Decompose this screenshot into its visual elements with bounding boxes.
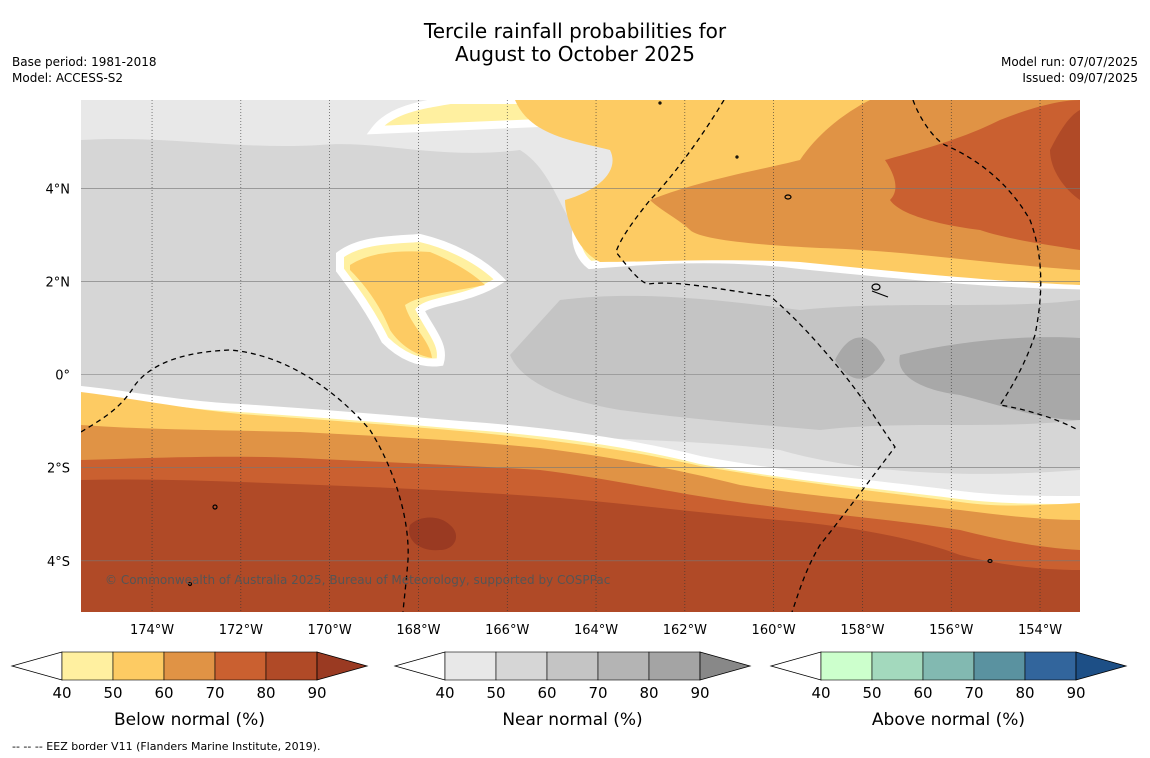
legend-swatch [214,651,267,681]
model-info: Base period: 1981-2018 Model: ACCESS-S2 [12,54,157,86]
legend-swatch [495,651,548,681]
below-normal-south-80 [81,479,1080,612]
legend-swatch [597,651,650,681]
legend-tick-label: 60 [913,684,932,702]
legend-tick-label: 80 [639,684,658,702]
legend-tick-label: 80 [256,684,275,702]
longitude-tick-label: 164°W [574,623,618,638]
longitude-tick-label: 160°W [752,623,796,638]
eez-footnote: -- -- -- EEZ border V11 (Flanders Marine… [12,740,321,753]
island [212,504,218,510]
title-line-1: Tercile rainfall probabilities for [423,19,727,43]
latitude-tick-label: 4°N [46,182,71,197]
island [658,101,662,105]
legend-swatch [648,651,701,681]
legend-low-arrow [10,651,63,681]
copyright-notice: © Commonwealth of Australia 2025, Bureau… [105,573,610,587]
latitude-tick-label: 0° [55,369,70,384]
base-period: Base period: 1981-2018 [12,55,157,69]
legend-high-arrow [316,651,369,681]
legend-swatch [973,651,1026,681]
islands [187,101,993,587]
legend-swatch [112,651,165,681]
longitude-tick-label: 168°W [396,623,440,638]
legend-tick-label: 60 [537,684,556,702]
legend-tick-label: 70 [205,684,224,702]
longitude-tick-label: 158°W [840,623,884,638]
legend-tick-label: 90 [1066,684,1085,702]
legend-swatch [444,651,497,681]
below-normal-north-70 [885,100,1080,250]
longitude-tick-label: 170°W [308,623,352,638]
longitude-tick-label: 154°W [1018,623,1062,638]
longitude-tick-label: 172°W [219,623,263,638]
legend-tick-label: 90 [307,684,326,702]
legend-high-arrow [699,651,752,681]
legend-title: Near normal (%) [502,710,642,730]
longitude-tick-label: 156°W [929,623,973,638]
legend-swatch [163,651,216,681]
below-normal-south-90 [409,517,457,551]
legend-tick-label: 50 [103,684,122,702]
legend-tick-label: 50 [862,684,881,702]
legend-title: Above normal (%) [872,710,1025,730]
legend-tick-label: 70 [964,684,983,702]
legend-low-arrow [769,651,822,681]
legend-swatch [922,651,975,681]
run-info: Model run: 07/07/2025 Issued: 09/07/2025 [1001,54,1138,86]
title-line-2: August to October 2025 [454,42,696,66]
eez-borders [81,100,1079,612]
longitude-tick-label: 174°W [130,623,174,638]
island [871,283,881,291]
map-title: Tercile rainfall probabilities for Augus… [0,20,1150,66]
issued-date: Issued: 09/07/2025 [1022,71,1138,85]
legend-high-arrow [1075,651,1128,681]
latitude-ticks: 4°N 2°N 0° 2°S 4°S [46,182,71,569]
eez-border-west [81,349,409,612]
legend-tick-label: 40 [52,684,71,702]
legends: 40 50 60 70 80 90 Below normal (%) 40 50 60 70 80 90… [10,651,1128,730]
probability-field [81,100,1080,612]
latitude-tick-label: 2°S [47,462,70,477]
legend-colorbar: 40 50 60 70 80 90 Below normal (%) [10,651,369,730]
model-run: Model run: 07/07/2025 [1000,55,1138,69]
eez-border-central [615,100,896,612]
latitude-tick-label: 2°N [46,276,71,291]
below-normal-north-80 [1050,110,1080,200]
legend-tick-label: 40 [435,684,454,702]
legend-tick-label: 60 [154,684,173,702]
legend-swatch [871,651,924,681]
longitude-tick-label: 162°W [663,623,707,638]
legend-colorbar: 40 50 60 70 80 90 Above normal (%) [769,651,1128,730]
legend-swatch [1024,651,1077,681]
near-normal-70-band [510,295,1080,430]
legend-tick-label: 90 [690,684,709,702]
legend-swatch [820,651,873,681]
model-name: Model: ACCESS-S2 [12,71,124,85]
legend-tick-label: 40 [811,684,830,702]
legend-tick-label: 80 [1015,684,1034,702]
eez-border-east [912,100,1079,431]
island [784,194,792,200]
island [987,558,993,564]
below-normal-central-50 [350,251,485,358]
longitude-ticks: 174°W 172°W 170°W 168°W 166°W 164°W 162°W 160°W… [130,623,1062,638]
island [735,155,739,159]
legend-colorbar: 40 50 60 70 80 90 Near normal (%) [393,651,752,730]
legend-low-arrow [393,651,446,681]
legend-swatch [546,651,599,681]
legend-swatch [265,651,318,681]
island [871,290,889,298]
legend-swatch [61,651,114,681]
latitude-tick-label: 4°S [47,555,70,570]
longitude-tick-label: 166°W [485,623,529,638]
legend-tick-label: 70 [588,684,607,702]
graticule [81,100,1080,612]
map-figure: © Commonwealth of Australia 2025, Bureau… [10,100,1128,730]
near-normal-80-band [835,337,1080,420]
legend-tick-label: 50 [486,684,505,702]
legend-title: Below normal (%) [114,710,265,730]
island [187,581,193,587]
